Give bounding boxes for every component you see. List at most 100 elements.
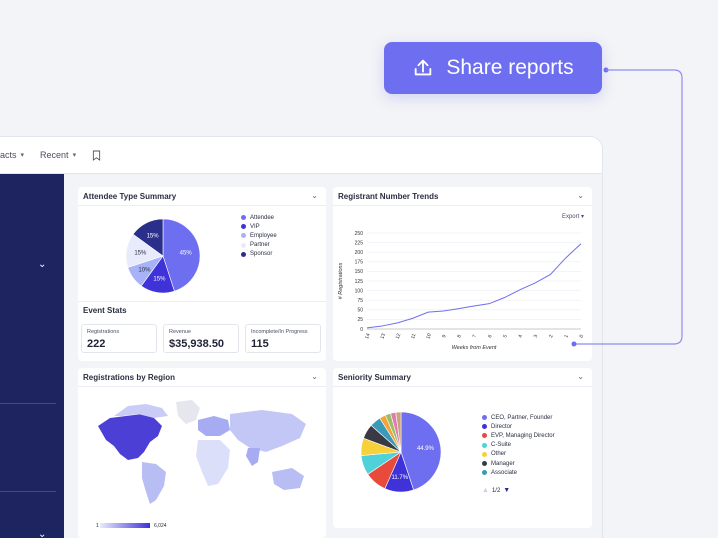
pie-slice-label: 15% bbox=[134, 250, 147, 256]
y-axis-label: # Registrations bbox=[338, 262, 344, 299]
pie-slice[interactable] bbox=[132, 218, 164, 257]
legend-item[interactable]: EVP, Managing Director bbox=[482, 431, 555, 440]
card-divider bbox=[333, 386, 592, 387]
legend-swatch bbox=[482, 470, 487, 476]
world-map bbox=[98, 400, 306, 504]
card-divider bbox=[78, 386, 326, 387]
legend-item[interactable]: C-Suite bbox=[482, 441, 555, 450]
x-tick-label: 13 bbox=[379, 332, 387, 339]
legend-swatch bbox=[482, 451, 487, 457]
map-scale-max: 6,024 bbox=[154, 523, 167, 529]
map-scale-min: 1 bbox=[96, 523, 99, 529]
chevron-down-icon[interactable]: ⌄ bbox=[577, 372, 584, 381]
legend-item[interactable]: Employee bbox=[241, 231, 277, 240]
pager-down-icon[interactable]: ▼ bbox=[503, 487, 511, 494]
x-axis-label: Weeks from Event bbox=[452, 345, 497, 351]
legend-item[interactable]: Partner bbox=[241, 241, 277, 250]
pie-slice-label: 44.9% bbox=[417, 446, 435, 452]
map-scale-bar bbox=[100, 523, 150, 528]
legend-label: Manager bbox=[491, 460, 515, 467]
card-title: Registrant Number Trends bbox=[338, 192, 439, 201]
legend-swatch bbox=[241, 224, 246, 230]
legend-label: Director bbox=[491, 423, 513, 430]
y-tick-label: 175 bbox=[355, 260, 364, 266]
bookmark-icon[interactable] bbox=[92, 150, 101, 161]
legend-label: Associate bbox=[491, 469, 518, 476]
chevron-down-icon[interactable]: ⌄ bbox=[577, 191, 584, 200]
chevron-down-icon[interactable]: ⌄ bbox=[38, 529, 47, 538]
y-tick-label: 25 bbox=[357, 317, 363, 323]
legend-item[interactable]: Other bbox=[482, 450, 555, 459]
chevron-down-icon[interactable]: ⌄ bbox=[311, 372, 318, 381]
seniority-legend: CEO, Partner, Founder Director EVP, Managi… bbox=[482, 413, 555, 477]
nav-recent-label: Recent bbox=[40, 150, 69, 160]
legend-item[interactable]: Sponsor bbox=[241, 250, 277, 259]
y-tick-label: 0 bbox=[360, 327, 363, 333]
x-tick-label: 12 bbox=[395, 332, 403, 339]
x-tick-label: 10 bbox=[425, 332, 433, 339]
pager-label: 1/2 bbox=[491, 487, 501, 494]
legend-swatch bbox=[241, 242, 246, 248]
legend-swatch bbox=[241, 251, 246, 257]
map-europe bbox=[198, 416, 230, 436]
legend-label: CEO, Partner, Founder bbox=[491, 414, 553, 421]
x-tick-label: 5 bbox=[502, 334, 509, 339]
nav-contacts-label: acts bbox=[0, 150, 17, 160]
stat-label: Incomplete/In Progress bbox=[251, 329, 308, 335]
top-bar: acts ▾ Recent ▾ bbox=[0, 137, 602, 174]
nav-recent[interactable]: Recent ▾ bbox=[40, 150, 76, 160]
attendee-legend: Attendee VIP Employee Partner Sponsor bbox=[241, 213, 277, 259]
upload-icon bbox=[415, 59, 432, 76]
x-tick-label: 9 bbox=[441, 334, 448, 339]
legend-item[interactable]: Manager bbox=[482, 459, 555, 468]
chevron-down-icon[interactable]: ⌄ bbox=[311, 191, 318, 200]
stat-value: 222 bbox=[87, 338, 106, 350]
legend-label: Employee bbox=[250, 232, 277, 239]
x-tick-label: 7 bbox=[472, 334, 479, 339]
legend-label: Partner bbox=[250, 242, 270, 249]
legend-item[interactable]: VIP bbox=[241, 222, 277, 231]
nav-contacts[interactable]: acts ▾ bbox=[0, 150, 24, 160]
stat-value: 115 bbox=[251, 338, 269, 350]
legend-label: C-Suite bbox=[491, 442, 512, 449]
legend-item[interactable]: Director bbox=[482, 422, 555, 431]
legend-label: Attendee bbox=[250, 214, 275, 221]
pie-slice[interactable] bbox=[395, 411, 402, 453]
y-tick-label: 125 bbox=[355, 279, 364, 285]
share-reports-button[interactable]: Share reports bbox=[384, 42, 602, 94]
y-tick-label: 225 bbox=[355, 240, 364, 246]
map-north-america bbox=[98, 414, 162, 460]
legend-item[interactable]: Associate bbox=[482, 468, 555, 477]
legend-swatch bbox=[241, 215, 246, 221]
legend-label: Sponsor bbox=[250, 251, 273, 258]
legend-label: VIP bbox=[250, 223, 260, 230]
pager-up-icon[interactable]: ▲ bbox=[482, 487, 489, 494]
legend-pager: ▲ 1/2 ▼ bbox=[482, 487, 510, 494]
x-tick-label: 6 bbox=[487, 334, 494, 339]
x-tick-label: 3 bbox=[533, 334, 540, 339]
export-button[interactable]: Export ▾ bbox=[561, 214, 584, 220]
pie-slice[interactable] bbox=[400, 411, 442, 491]
y-tick-label: 150 bbox=[355, 269, 364, 275]
legend-item[interactable]: Attendee bbox=[241, 213, 277, 222]
stat-value: $35,938.50 bbox=[169, 338, 225, 350]
card-title: Registrations by Region bbox=[83, 373, 176, 382]
x-tick-label: 2 bbox=[548, 334, 555, 339]
legend-swatch bbox=[482, 442, 487, 448]
x-tick-label: 0 bbox=[579, 334, 586, 339]
sidebar: ⌄ ⌄ bbox=[0, 174, 64, 538]
stat-label: Registrations bbox=[87, 329, 120, 335]
y-tick-label: 100 bbox=[355, 288, 364, 294]
map-greenland bbox=[176, 400, 200, 424]
chevron-down-icon[interactable]: ⌄ bbox=[38, 259, 47, 270]
event-stats-title: Event Stats bbox=[83, 306, 127, 315]
legend-item[interactable]: CEO, Partner, Founder bbox=[482, 413, 555, 422]
sidebar-divider bbox=[0, 491, 56, 492]
x-tick-label: 11 bbox=[410, 333, 417, 340]
pie-slice[interactable] bbox=[162, 218, 201, 292]
stat-label: Revenue bbox=[169, 329, 192, 335]
pie-slice-label: 15% bbox=[147, 234, 160, 240]
card-divider bbox=[333, 205, 592, 206]
x-tick-label: 1 bbox=[563, 334, 570, 339]
